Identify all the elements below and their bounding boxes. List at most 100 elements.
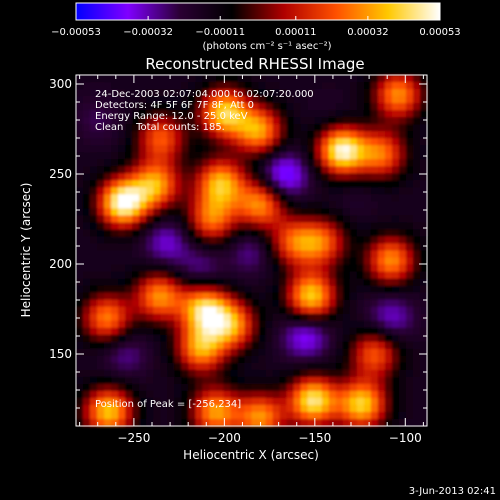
heatmap-cell [153,82,161,90]
heatmap-cell [97,397,105,406]
heatmap-cell [125,355,133,364]
heatmap-cell [223,131,232,139]
heatmap-cell [363,369,372,378]
heatmap-cell [181,243,189,252]
heatmap-cell [167,369,175,378]
heatmap-cell [321,117,330,125]
heatmap-cell [286,75,295,83]
heatmap-cell [272,327,281,336]
heatmap-cell [237,236,246,245]
heatmap-cell [195,348,203,357]
heatmap-cell [209,243,217,252]
heatmap-cell [188,327,196,336]
heatmap-cell [265,243,274,252]
heatmap-cell [307,320,316,329]
heatmap-cell [384,362,393,371]
heatmap-cell [244,362,253,371]
heatmap-cell [377,390,386,399]
heatmap-cell [97,194,105,202]
heatmap-cell [265,292,274,301]
heatmap-cell [104,271,112,280]
heatmap-cell [139,236,147,245]
heatmap-cell [209,187,217,195]
heatmap-cell [349,404,358,413]
heatmap-cell [265,173,274,181]
heatmap-cell [167,236,175,245]
heatmap-cell [188,313,196,322]
heatmap-cell [223,138,232,146]
heatmap-cell [391,334,400,343]
heatmap-cell [181,110,189,118]
heatmap-cell [202,117,210,125]
heatmap-cell [412,418,421,427]
heatmap-cell [412,390,421,399]
x-axis-label: Heliocentric X (arcsec) [183,448,319,462]
heatmap-cell [167,404,175,413]
heatmap-cell [412,320,421,329]
heatmap-cell [90,222,98,231]
heatmap-cell [265,215,274,224]
heatmap-cell [111,110,119,118]
heatmap-cell [125,369,133,378]
heatmap-cell [83,138,91,146]
heatmap-cell [300,411,309,420]
heatmap-cell [286,264,295,273]
heatmap-cell [216,243,225,252]
heatmap-cell [76,376,84,385]
heatmap-cell [342,152,351,160]
heatmap-cell [76,292,84,301]
heatmap-cell [391,110,400,118]
heatmap-cell [146,404,154,413]
heatmap-cell [139,187,147,195]
heatmap-cell [209,215,217,224]
heatmap-cell [146,257,154,266]
heatmap-cell [223,334,232,343]
heatmap-cell [195,131,203,139]
heatmap-cell [258,194,267,202]
heatmap-cell [349,348,358,357]
heatmap-cell [321,299,330,308]
heatmap-cell [188,159,196,167]
heatmap-cell [251,152,260,160]
heatmap-cell [244,313,253,322]
heatmap-cell [202,390,210,399]
heatmap-cell [76,208,84,216]
heatmap-cell [118,75,126,83]
heatmap-cell [258,215,267,224]
heatmap-cell [125,299,133,308]
heatmap-cell [174,194,182,202]
heatmap-cell [97,208,105,216]
heatmap-cell [90,166,98,174]
heatmap-cell [104,320,112,329]
heatmap-cell [251,250,260,259]
heatmap-cell [195,341,203,350]
heatmap-cell [181,208,189,216]
heatmap-cell [167,299,175,308]
heatmap-cell [97,138,105,146]
heatmap-cell [307,306,316,315]
heatmap-cell [342,215,351,224]
heatmap-cell [314,264,323,273]
heatmap-cell [251,348,260,357]
heatmap-cell [405,82,414,90]
heatmap-cell [321,271,330,280]
heatmap-cell [265,390,274,399]
heatmap-cell [125,180,133,188]
heatmap-cell [293,152,302,160]
heatmap-cell [132,376,140,385]
heatmap-cell [377,145,386,153]
heatmap-cell [188,110,196,118]
heatmap-cell [216,166,225,174]
heatmap-cell [307,327,316,336]
heatmap-cell [377,117,386,125]
heatmap-cell [321,250,330,259]
heatmap-cell [412,369,421,378]
heatmap-cell [195,243,203,252]
heatmap-cell [398,180,407,188]
heatmap-cell [300,103,309,111]
heatmap-cell [83,152,91,160]
heatmap-cell [146,124,154,132]
heatmap-cell [279,166,288,174]
heatmap-cell [405,201,414,209]
heatmap-cell [104,404,112,413]
